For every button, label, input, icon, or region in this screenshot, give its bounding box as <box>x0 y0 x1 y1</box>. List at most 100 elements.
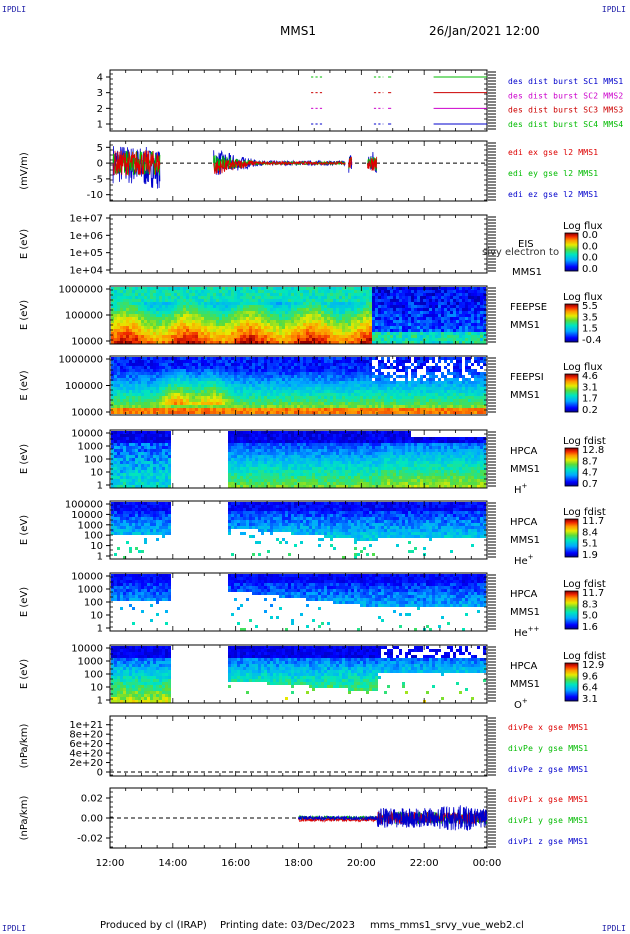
feepsi-ytick-label: 10000 <box>71 408 103 419</box>
edi-legend-3: edi ez gse l2 MMS1 <box>508 190 598 199</box>
hpca_o-ion-label: O+ <box>514 697 528 711</box>
feepse-colorbar-tick: -0.4 <box>582 335 602 346</box>
burst-right-comb <box>488 71 496 130</box>
hpca_o-ytick-label: 1000 <box>78 657 103 668</box>
hpca_he-colorbar-tick: 5.1 <box>582 539 598 550</box>
mission-title: MMS1 <box>280 24 316 38</box>
time-axis-label: 16:00 <box>221 858 250 869</box>
feepse-minor-ticks <box>110 289 487 341</box>
burst-ytick-label: 2 <box>97 104 103 115</box>
eis-ytick-label: 1e+06 <box>69 231 103 242</box>
edi-ytick-label: 0 <box>97 159 103 170</box>
burst-ytick-label: 1 <box>97 120 103 131</box>
eis-colorbar-tick: 0.0 <box>582 230 598 241</box>
hpca_hepp-spectrogram <box>111 574 486 631</box>
hpca_h-ytick-label: 1000 <box>78 442 103 453</box>
divpe-ytick-label: 6e+20 <box>69 739 103 750</box>
feepse-side-label-1: FEEPSE <box>510 302 547 313</box>
divpe-ytick-label: 2e+20 <box>69 758 103 769</box>
corner-mark-bottom-right: IPDLI <box>601 924 626 933</box>
hpca_h-colorbar-tick: 8.7 <box>582 456 598 467</box>
feepsi-colorbar-title: Log flux <box>563 362 603 373</box>
hpca_o-ytick-label: 100 <box>84 670 103 681</box>
hpca_hepp-ytick-label: 1 <box>97 624 103 635</box>
hpca_he-time-ticks <box>109 501 488 559</box>
feepse-colorbar-tick: 5.5 <box>582 301 598 312</box>
divpi-legend-3: divPi z gse MMS1 <box>508 837 588 846</box>
divpe-ytick-label: 0 <box>97 768 103 779</box>
feepse-colorbar-tick: 3.5 <box>582 312 598 323</box>
divpe-ylabel: (nPa/km) <box>19 724 30 769</box>
feepsi-ytick-label: 1000000 <box>58 355 103 366</box>
hpca_hepp-colorbar <box>564 590 579 630</box>
burst-ytick-label: 3 <box>97 88 103 99</box>
edi-right-comb <box>488 142 496 201</box>
eis-frame <box>109 214 488 274</box>
footer-printing-date: Printing date: 03/Dec/2023 <box>220 920 356 931</box>
edi-legend-1: edi ex gse l2 MMS1 <box>508 148 598 157</box>
eis-colorbar-title: Log flux <box>563 221 603 232</box>
divpi-ytick-label: 0.00 <box>81 814 103 825</box>
eis-ytick-label: 1e+07 <box>69 214 103 225</box>
feepsi-minor-ticks <box>110 359 487 411</box>
time-axis-label: 22:00 <box>410 858 439 869</box>
edi-ytick-label: -10 <box>87 190 103 201</box>
hpca_hepp-side-label-2: MMS1 <box>510 607 540 618</box>
hpca_h-side-label-1: HPCA <box>510 446 538 457</box>
hpca_hepp-colorbar-tick: 8.3 <box>582 599 598 610</box>
divpi-time-ticks <box>109 788 488 848</box>
hpca_hepp-time-ticks <box>109 573 488 631</box>
hpca_o-ytick-label: 10000 <box>71 644 103 655</box>
eis-colorbar <box>564 232 579 272</box>
hpca_he-side-label-1: HPCA <box>510 517 538 528</box>
divpe-legend-3: divPe z gse MMS1 <box>508 765 588 774</box>
feepsi-right-comb <box>488 357 496 413</box>
hpca_h-colorbar-title: Log fdist <box>563 436 606 447</box>
footer-produced-by: Produced by cl (IRAP) <box>100 920 207 931</box>
hpca_o-colorbar-tick: 9.6 <box>582 671 598 682</box>
hpca_h-time-ticks <box>109 430 488 488</box>
hpca_h-ytick-label: 100 <box>84 455 103 466</box>
feepsi-colorbar-tick: 3.1 <box>582 382 598 393</box>
feepse-time-ticks <box>109 286 488 344</box>
hpca_o-colorbar-title: Log fdist <box>563 651 606 662</box>
feepsi-colorbar-tick: 4.6 <box>582 371 598 382</box>
hpca_he-ytick-label: 100 <box>84 531 103 542</box>
hpca_o-side-label-1: HPCA <box>510 661 538 672</box>
burst-minor-ticks <box>110 73 487 130</box>
corner-mark-top-right: IPDLI <box>601 5 626 14</box>
eis-mission-label: MMS1 <box>512 267 542 278</box>
feepse-ytick-label: 100000 <box>65 311 103 322</box>
feepsi-colorbar-tick: 0.2 <box>582 405 598 416</box>
hpca_hepp-ytick-label: 100 <box>84 598 103 609</box>
corner-mark-top-left: IPDLI <box>2 5 27 14</box>
hpca_he-ytick-label: 1000 <box>78 520 103 531</box>
hpca_hepp-colorbar-title: Log fdist <box>563 579 606 590</box>
corner-mark-bottom-left: IPDLI <box>2 924 27 933</box>
hpca_h-colorbar <box>564 447 579 487</box>
hpca_he-minor-ticks <box>110 504 487 556</box>
time-axis-label: 12:00 <box>96 858 125 869</box>
time-axis-label: 20:00 <box>347 858 376 869</box>
eis-instrument-label: EIS <box>518 239 534 250</box>
hpca_he-ion-label: He+ <box>514 553 534 567</box>
hpca_he-colorbar-tick: 1.9 <box>582 550 598 561</box>
footer-script-name: mms_mms1_srvy_vue_web2.cl <box>370 920 524 931</box>
burst-ytick-label: 4 <box>97 73 103 84</box>
hpca_o-ytick-label: 10 <box>90 683 103 694</box>
hpca_hepp-colorbar-tick: 11.7 <box>582 588 604 599</box>
divpi-ytick-label: 0.02 <box>81 794 103 805</box>
feepse-colorbar <box>564 303 579 343</box>
date-time-title: 26/Jan/2021 12:00 <box>429 24 540 38</box>
hpca_h-colorbar-tick: 4.7 <box>582 468 598 479</box>
hpca_o-colorbar-tick: 6.4 <box>582 683 598 694</box>
edi-ytick-label: 5 <box>97 143 103 154</box>
hpca_he-ytick-label: 10000 <box>71 510 103 521</box>
hpca_o-colorbar-tick: 3.1 <box>582 694 598 705</box>
eis-colorbar-tick: 0.0 <box>582 253 598 264</box>
time-axis-label: 18:00 <box>284 858 313 869</box>
edi-ylabel: (mV/m) <box>19 152 30 190</box>
eis-minor-ticks <box>110 218 487 270</box>
feepse-ytick-label: 1000000 <box>58 285 103 296</box>
hpca_o-colorbar <box>564 662 579 702</box>
